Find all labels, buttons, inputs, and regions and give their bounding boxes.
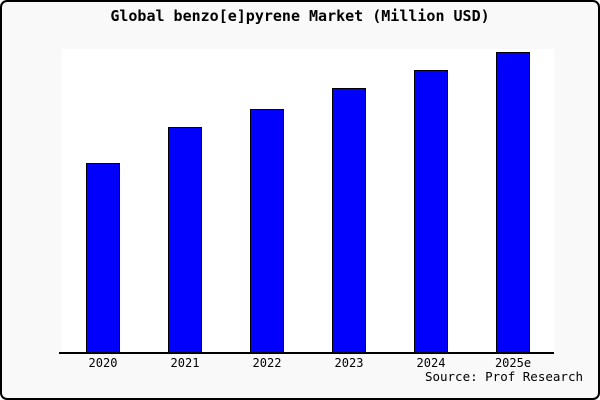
plot-area [62, 49, 554, 353]
bar-2022 [250, 109, 284, 353]
x-tick-label-2020: 2020 [88, 356, 118, 370]
x-tick-label-2023: 2023 [334, 356, 364, 370]
bar-2025e [496, 52, 530, 353]
x-tick-label-2021: 2021 [170, 356, 200, 370]
source-note: Source: Prof Research [424, 369, 583, 384]
x-tick-label-2025e: 2025e [494, 356, 532, 370]
x-tick-label-2022: 2022 [252, 356, 282, 370]
x-axis-line [59, 352, 554, 354]
bar-2024 [414, 70, 448, 353]
bar-2020 [86, 163, 120, 353]
bar-2021 [168, 127, 202, 353]
bar-2023 [332, 88, 366, 353]
x-tick-label-2024: 2024 [416, 356, 446, 370]
chart-title: Global benzo[e]pyrene Market (Million US… [110, 7, 490, 25]
